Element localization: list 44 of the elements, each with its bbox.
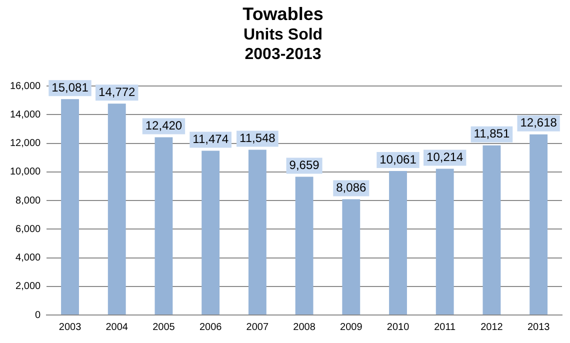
x-tick-label: 2010	[386, 322, 410, 333]
y-tick-label: 0	[35, 310, 42, 321]
x-tick-label: 2008	[293, 322, 316, 333]
data-label: 11,474	[192, 132, 229, 146]
bar	[295, 176, 314, 314]
bar	[61, 99, 79, 314]
x-tick-label: 2007	[246, 322, 269, 333]
x-tick-label: 2004	[106, 322, 128, 333]
bar	[342, 199, 360, 314]
data-label: 10,061	[380, 152, 417, 166]
x-tick-label: 2013	[527, 322, 550, 333]
y-tick-label: 16,000	[10, 80, 42, 92]
chart-title: Towables	[242, 4, 324, 24]
data-label: 14,772	[98, 84, 136, 99]
data-label: 11,851	[474, 126, 510, 141]
y-tick-label: 4,000	[16, 252, 42, 264]
x-tick-label: 2006	[199, 322, 222, 333]
x-tick-label: 2009	[340, 322, 363, 333]
bar	[202, 150, 220, 314]
x-tick-label: 2011	[434, 322, 456, 333]
bar	[389, 171, 407, 314]
y-tick-label: 8,000	[16, 195, 42, 206]
bar	[482, 145, 501, 314]
y-tick-label: 12,000	[10, 138, 42, 149]
bar	[530, 134, 548, 314]
data-label: 15,081	[52, 80, 89, 94]
y-tick-label: 6,000	[16, 224, 42, 235]
bar	[154, 137, 173, 314]
data-label: 9,659	[289, 158, 320, 172]
data-label: 8,086	[336, 180, 366, 195]
y-tick-label: 10,000	[10, 166, 42, 178]
bar	[248, 150, 266, 314]
x-tick-label: 2012	[480, 322, 504, 333]
y-tick-label: 14,000	[10, 109, 42, 120]
bar	[108, 104, 126, 314]
chart-subtitle: Units Sold 2003-2013	[243, 26, 323, 63]
data-label: 10,214	[426, 150, 464, 164]
bar	[436, 168, 454, 314]
data-label: 11,548	[240, 131, 276, 146]
x-tick-label: 2005	[152, 322, 176, 333]
data-label: 12,420	[145, 118, 182, 133]
y-tick-label: 2,000	[16, 281, 42, 292]
x-tick-label: 2003	[58, 322, 82, 333]
data-label: 12,618	[520, 116, 558, 130]
